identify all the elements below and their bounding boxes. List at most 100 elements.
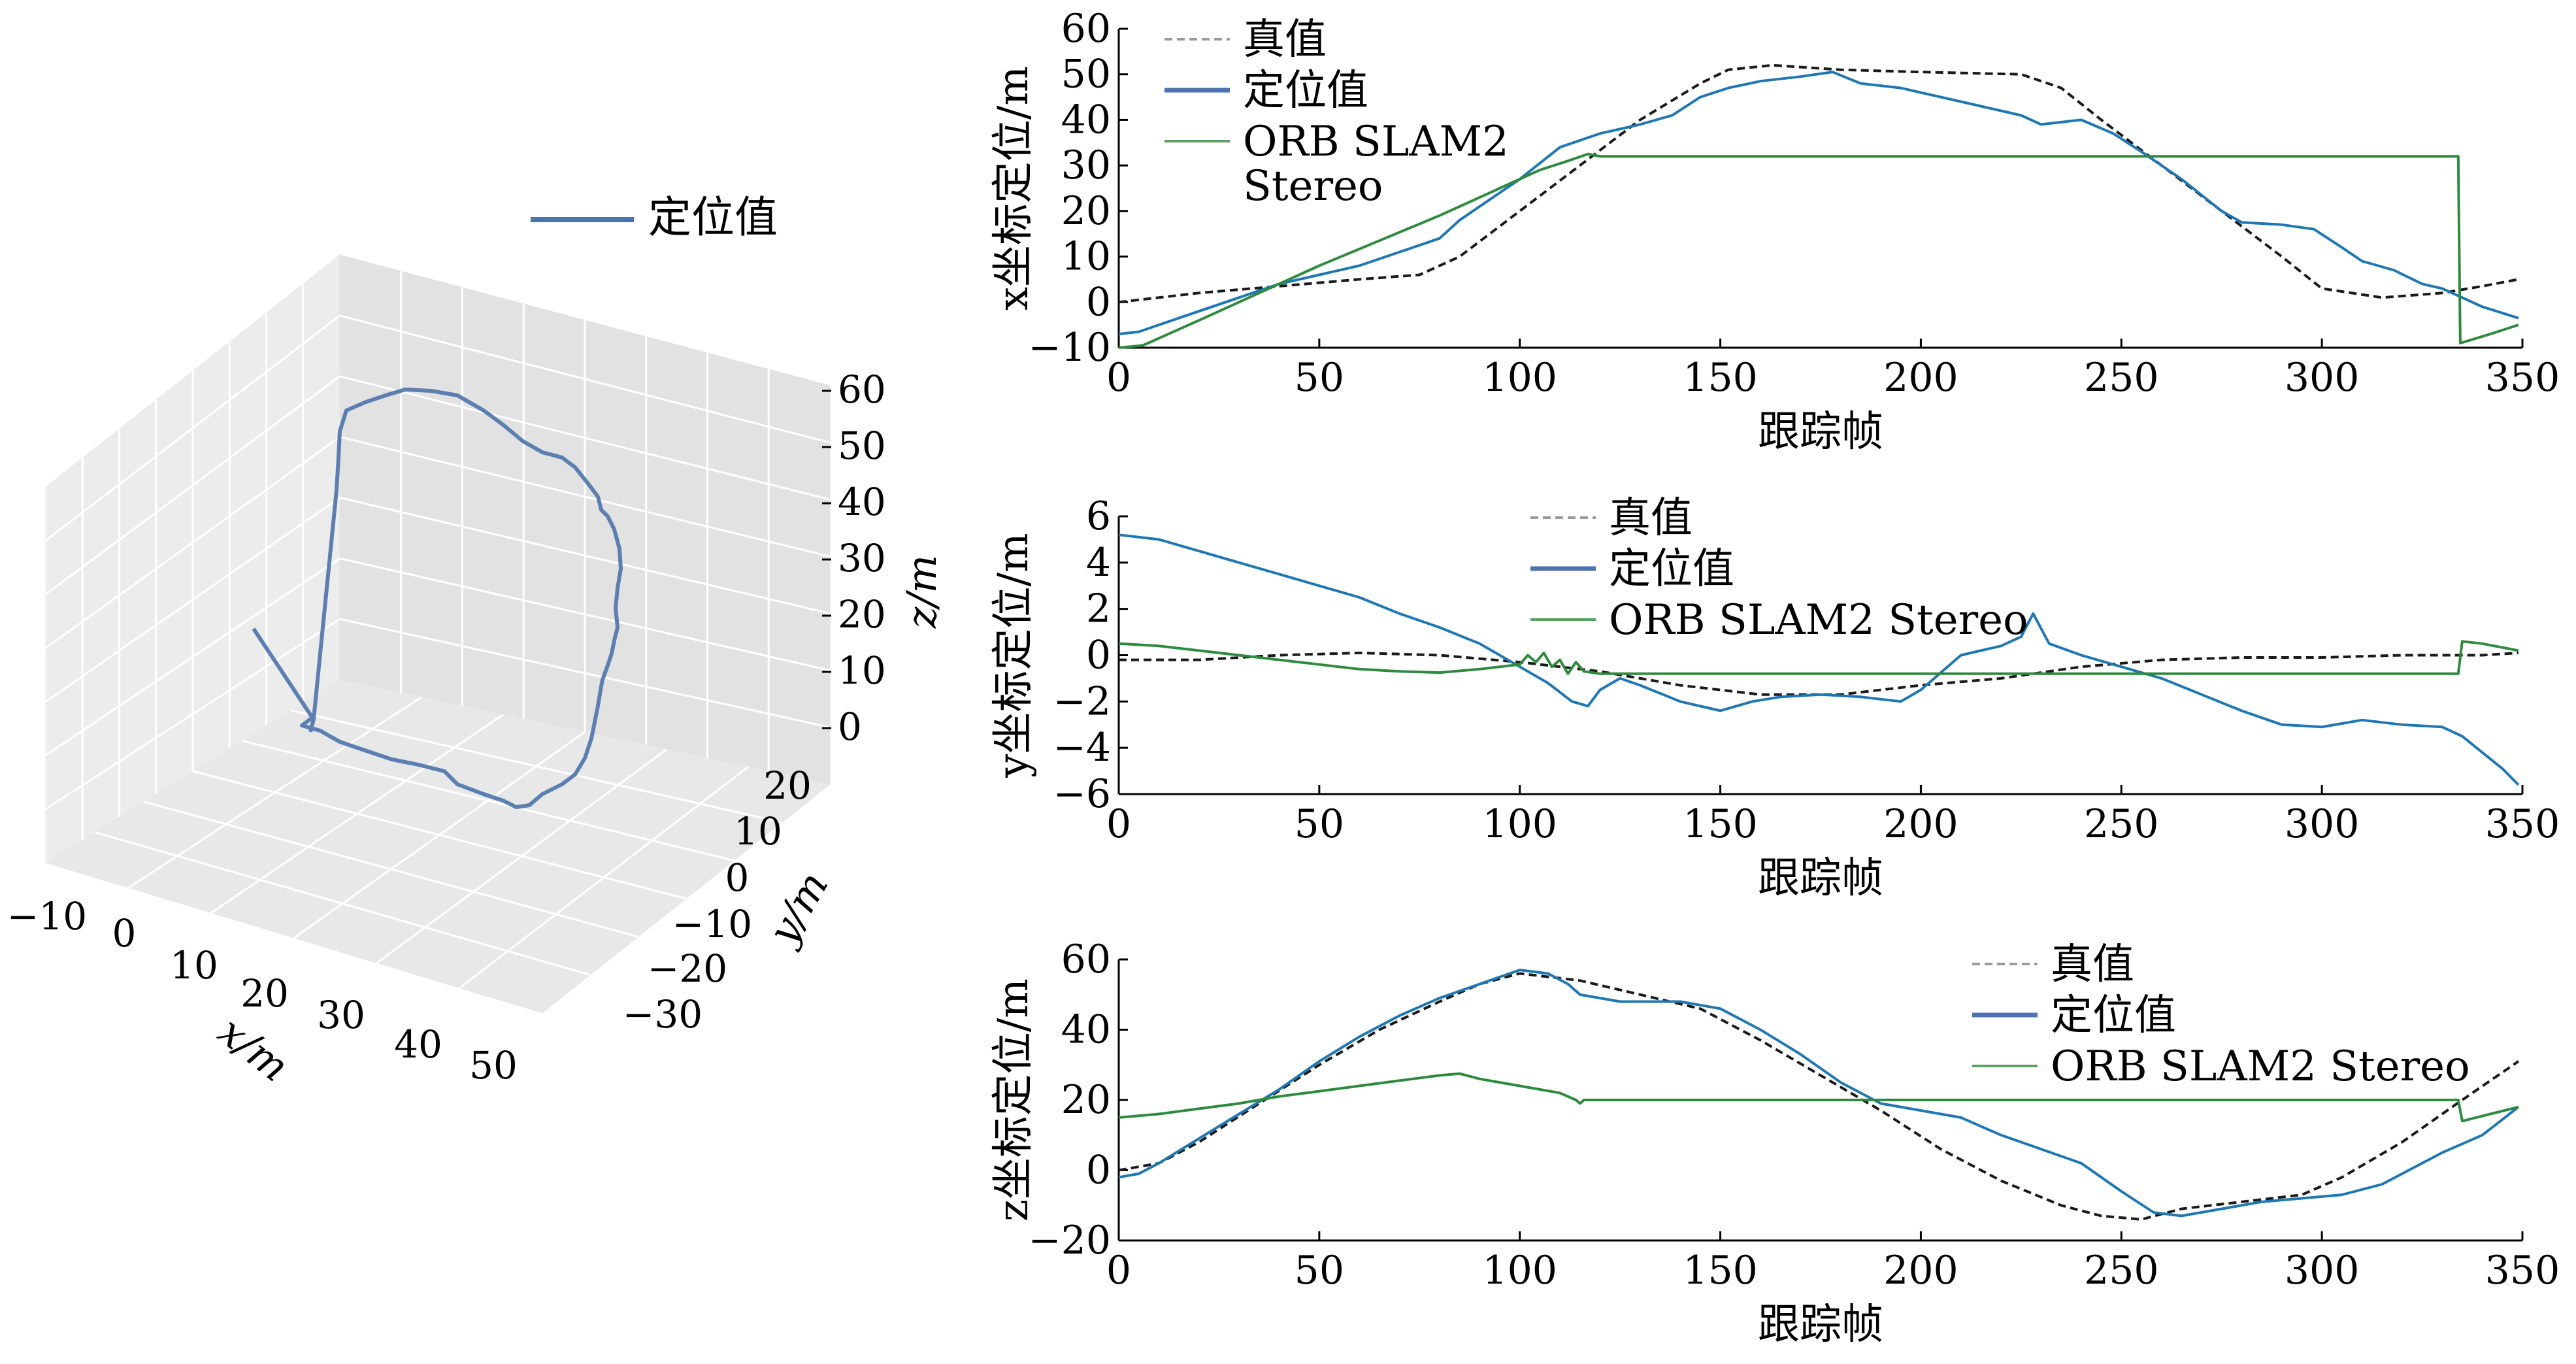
- traj3d-x-tick-label: −10: [7, 894, 87, 939]
- x-tick-label: 50: [1295, 801, 1344, 847]
- traj3d-gridline: [45, 557, 340, 756]
- traj3d-gridline: [339, 375, 831, 501]
- series-line: [1118, 152, 2519, 349]
- x-tick-label: 0: [1106, 801, 1131, 847]
- traj3d-gridline: [45, 314, 340, 542]
- y-tick-label: 4: [1086, 540, 1111, 586]
- traj3d-gridline: [339, 496, 831, 615]
- y-tick-label: 60: [1061, 937, 1111, 982]
- traj3d-ylabel: y/m: [758, 863, 838, 954]
- x-axis-label: 跟踪帧: [1758, 854, 1883, 903]
- x-tick-label: 300: [2285, 801, 2360, 847]
- traj3d-z-ticks: 0 10 20 30 40 50 60: [822, 367, 886, 749]
- traj3d-x-tick-label: 40: [394, 1022, 442, 1067]
- x-tick-label: 100: [1482, 355, 1557, 401]
- x-tick-label: 50: [1295, 1248, 1344, 1293]
- traj3d-xlabel: x/m: [210, 1007, 298, 1091]
- x-tick-label: 350: [2485, 355, 2560, 401]
- traj3d-gridline: [339, 557, 831, 672]
- x-tick-label: 200: [1883, 355, 1958, 401]
- traj3d-z-tick-label: 10: [838, 648, 886, 693]
- traj3d-y-tick-label: −10: [672, 902, 752, 946]
- traj3d-trajectory: [252, 388, 623, 809]
- y-tick-label: −10: [1028, 325, 1111, 371]
- legend-label: 真值: [1609, 494, 1693, 542]
- y-axis-label: y坐标定位/m: [989, 533, 1038, 778]
- x-axis-label: 跟踪帧: [1758, 408, 1883, 456]
- series-line: [1118, 63, 2519, 304]
- y-tick-label: 0: [1086, 279, 1111, 325]
- y-tick-label: −6: [1053, 771, 1111, 817]
- x-tick-label: 0: [1106, 355, 1131, 401]
- traj3d-z-tick-label: 60: [838, 367, 886, 412]
- traj3d-gridline: [45, 618, 340, 810]
- y-tick-label: 40: [1061, 1007, 1111, 1053]
- series-line: [1118, 969, 2520, 1218]
- traj3d-gridline: [339, 314, 831, 444]
- traj3d-x-tick-label: 10: [170, 943, 218, 988]
- y-tick-label: 40: [1061, 97, 1111, 142]
- x-tick-label: 200: [1883, 1248, 1958, 1293]
- x-tick-label: 100: [1482, 801, 1557, 847]
- chart-z-coordinate: 0 50 100 150 200 250 300 350−200204060跟踪帧z坐标定位/…: [989, 937, 2560, 1349]
- x-tick-label: 150: [1683, 801, 1758, 847]
- y-tick-label: 20: [1061, 188, 1111, 234]
- traj3d-z-tick-label: 30: [838, 536, 886, 580]
- chart-y-coordinate: 0 50 100 150 200 250 300 350−6−4−20246跟踪帧y坐标定位/…: [989, 493, 2560, 903]
- y-tick-label: 0: [1086, 1148, 1111, 1193]
- traj3d-gridline: [45, 436, 340, 649]
- legend-label: ORB SLAM2 Stereo: [1609, 596, 2028, 644]
- traj3d-gridline: [459, 766, 749, 989]
- x-tick-label: 0: [1106, 1248, 1131, 1293]
- x-tick-label: 50: [1295, 355, 1344, 401]
- x-tick-label: 300: [2285, 1248, 2360, 1293]
- legend-label: 真值: [1243, 16, 1327, 64]
- y-tick-label: 0: [1086, 633, 1111, 678]
- series-line: [1118, 972, 2520, 1221]
- y-tick-label: −4: [1053, 725, 1111, 771]
- legend-label: 定位值: [1609, 545, 1734, 593]
- y-tick-label: 2: [1086, 586, 1111, 632]
- y-axis-label: z坐标定位/m: [989, 978, 1038, 1222]
- chart-x-coordinate: 0 50 100 150 200 250 300 350−100102030405060跟踪帧…: [989, 6, 2560, 456]
- legend-label: 定位值: [1243, 67, 1368, 115]
- legend-label: ORB SLAM2: [1243, 118, 1509, 166]
- traj3d-y-tick-label: 10: [734, 809, 782, 854]
- x-tick-label: 100: [1482, 1248, 1557, 1293]
- traj3d-gridline: [45, 497, 340, 703]
- x-tick-label: 250: [2084, 801, 2159, 847]
- series-line: [1118, 1072, 2519, 1123]
- traj3d-x-tick-label: 30: [317, 993, 365, 1037]
- traj3d-grid: [45, 271, 831, 989]
- y-tick-label: −20: [1028, 1218, 1111, 1263]
- legend-label: 定位值: [2051, 991, 2176, 1040]
- traj3d-y-tick-label: 20: [763, 763, 812, 808]
- legend-label: ORB SLAM2 Stereo: [2051, 1042, 2470, 1091]
- traj3d-x-tick-label: 50: [469, 1043, 518, 1088]
- legend-label: 真值: [2051, 940, 2134, 989]
- traj3d-y-tick-label: −30: [623, 992, 702, 1037]
- x-tick-label: 350: [2485, 801, 2560, 847]
- y-tick-label: 20: [1061, 1077, 1111, 1123]
- traj3d-z-tick-label: 0: [838, 705, 862, 749]
- traj3d-gridline: [339, 618, 831, 729]
- traj3d-y-tick-label: 0: [725, 856, 750, 900]
- traj3d-x-tick-label: 20: [240, 971, 289, 1016]
- traj3d-gridline: [45, 375, 340, 595]
- x-axis-label: 跟踪帧: [1758, 1301, 1883, 1349]
- y-tick-label: 30: [1061, 142, 1111, 188]
- series-line: [1119, 652, 2519, 696]
- x-tick-label: 300: [2285, 355, 2360, 401]
- traj3d-x-tick-label: 0: [112, 911, 137, 956]
- y-tick-label: 10: [1061, 234, 1111, 280]
- traj3d-legend-label: 定位值: [648, 192, 778, 242]
- legend-label: Stereo: [1243, 162, 1383, 210]
- y-axis-label: x坐标定位/m: [989, 66, 1038, 310]
